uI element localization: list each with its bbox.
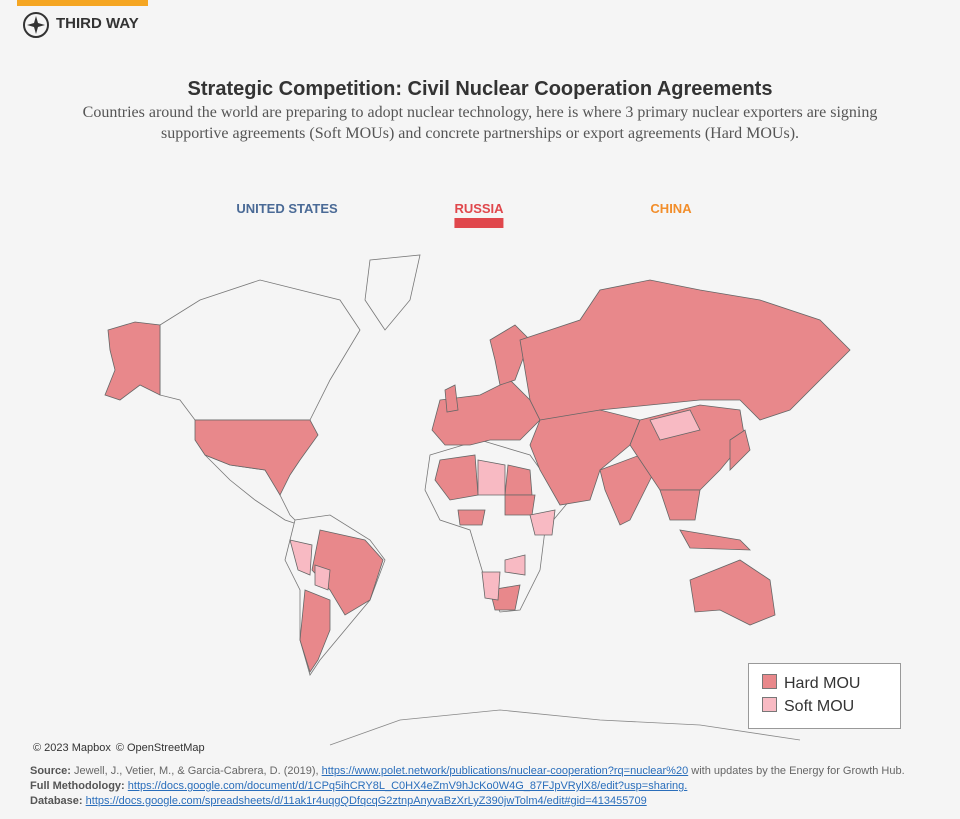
country[interactable]: [481, 571, 501, 601]
footer-line: Source: Jewell, J., Vetier, M., & Garcia…: [30, 765, 905, 777]
tab-underline: [454, 218, 504, 228]
country[interactable]: [299, 589, 331, 673]
country[interactable]: [314, 564, 331, 591]
country[interactable]: [529, 409, 641, 506]
attribution-item[interactable]: © OpenStreetMap: [115, 742, 205, 754]
country[interactable]: [457, 509, 486, 526]
tab[interactable]: UNITED STATES: [236, 201, 337, 216]
footer-label: Database:: [30, 795, 83, 807]
country[interactable]: [689, 559, 776, 626]
tab-label: UNITED STATES: [236, 201, 338, 216]
attribution-item[interactable]: © 2023 Mapbox: [33, 742, 111, 754]
tab-label: CHINA: [650, 201, 692, 216]
legend-label: Hard MOU: [784, 675, 861, 692]
legend-label: Soft MOU: [784, 698, 855, 715]
logo-icon: [23, 12, 49, 38]
country[interactable]: [444, 384, 459, 413]
country[interactable]: [504, 554, 526, 576]
world-map: [104, 254, 851, 746]
legend: Hard MOU Soft MOU: [748, 663, 901, 729]
legend-swatch: [762, 674, 777, 689]
country[interactable]: [477, 459, 506, 496]
legend-swatch: [762, 697, 777, 712]
country[interactable]: [529, 509, 556, 536]
footer-link[interactable]: https://docs.google.com/spreadsheets/d/1…: [85, 795, 647, 807]
country[interactable]: [659, 489, 701, 521]
footer-label: Full Methodology:: [30, 780, 125, 792]
legend-item[interactable]: Hard MOU: [762, 674, 860, 693]
country[interactable]: [679, 529, 751, 551]
footer-text: with updates by the Energy for Growth Hu…: [691, 765, 905, 777]
footer-link[interactable]: https://docs.google.com/document/d/1CPq5…: [127, 780, 688, 792]
country[interactable]: [194, 419, 319, 496]
attribution: © 2023 Mapbox © OpenStreetMap: [33, 742, 210, 754]
tab[interactable]: CHINA: [650, 201, 691, 216]
country[interactable]: [104, 321, 161, 401]
country[interactable]: [649, 409, 701, 441]
country[interactable]: [289, 539, 313, 576]
brand-bar: [17, 0, 148, 6]
country[interactable]: [504, 464, 533, 496]
footer-link[interactable]: https://www.polet.network/publications/n…: [321, 765, 689, 777]
tab[interactable]: RUSSIA: [454, 201, 504, 228]
footer-line: Full Methodology: https://docs.google.co…: [30, 780, 687, 792]
country[interactable]: [729, 429, 751, 471]
footer-line: Database: https://docs.google.com/spread…: [30, 795, 647, 807]
tab-label: RUSSIA: [454, 201, 504, 216]
country[interactable]: [504, 494, 536, 516]
footer-label: Source:: [30, 765, 71, 777]
legend-item[interactable]: Soft MOU: [762, 697, 854, 716]
title: Strategic Competition: Civil Nuclear Coo…: [187, 78, 773, 100]
footer-text: Jewell, J., Vetier, M., & Garcia-Cabrera…: [74, 765, 319, 777]
logo[interactable]: THIRD WAY: [56, 15, 139, 32]
country[interactable]: [434, 454, 479, 501]
country[interactable]: [519, 279, 851, 421]
subtitle: Countries around the world are preparing…: [82, 104, 878, 142]
